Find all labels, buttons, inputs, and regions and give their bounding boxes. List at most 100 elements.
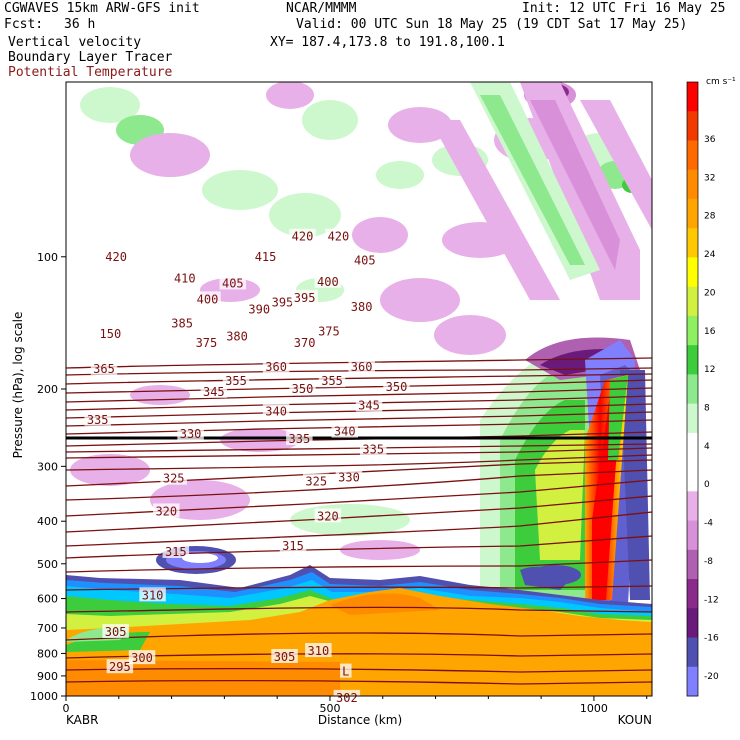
colorbar-label: 32 [704,173,715,183]
theta-label: 325 [160,470,187,486]
theta-label: 345 [355,397,383,412]
field-boundary-layer-tracer: Boundary Layer Tracer [8,50,173,65]
theta-label-bg [177,425,204,440]
theta-label-bg [305,643,332,658]
theta-label-text: 330 [338,470,360,484]
theta-label: 365 [90,360,118,376]
theta-label: 410 [171,270,199,285]
theta-label: 320 [153,503,180,518]
theta-label: 370 [291,334,318,350]
theta-label: 375 [315,323,343,339]
colorbar-swatch [687,491,698,522]
x-tick-label: 0 [63,702,70,715]
theta-label-bg [314,273,342,288]
x-axis-title: Distance (km) [318,713,402,727]
theta-label-bg [279,537,307,552]
theta-label: 300 [128,650,156,665]
forecast-hour-label: Fcst: [4,17,44,32]
colorbar-swatch [687,520,698,551]
colorbar-swatch [687,315,698,346]
theta-label: 385 [168,315,196,331]
theta-label: 302 [333,689,361,705]
theta-label-text: 410 [174,271,196,285]
theta-label-text: 375 [196,336,218,350]
y-tick-label: 1000 [30,690,58,703]
colorbar-swatch [687,374,698,405]
theta-label-bg [168,315,196,330]
theta-label-text: 345 [203,385,225,399]
theta-label: 375 [193,334,220,350]
theta-label-bg [351,252,379,267]
theta-label: 355 [318,373,346,388]
colorbar-label: -12 [704,595,719,605]
theta-label-bg [335,469,363,484]
theta-label-text: 305 [105,625,127,639]
theta-label-text: 305 [274,650,296,664]
theta-label-bg [289,381,316,395]
theta-label-text: 370 [294,336,316,350]
theta-label: 360 [348,358,375,374]
theta-label-text: 360 [351,360,373,374]
theta-label-text: 415 [255,250,277,264]
vertical-velocity-field [66,82,652,696]
theta-label: 310 [305,643,332,658]
colorbar-label: 16 [704,327,716,337]
theta-label-bg [200,383,228,398]
theta-label-bg [302,473,330,488]
theta-label-text: 405 [354,254,376,268]
theta-label-bg [102,624,129,639]
theta-label-bg [128,650,156,665]
colorbar-swatch [687,462,698,492]
theta-label: 315 [279,537,307,553]
y-tick-label: 500 [37,558,58,571]
x-start-station: KABR [66,713,98,727]
theta-label-text: 405 [222,276,244,290]
theta-label-bg [102,248,130,263]
theta-label-text: 150 [100,327,122,341]
theta-label-bg [318,373,346,388]
theta-label-bg [139,587,166,602]
theta-label-text: 335 [289,432,311,446]
theta-label-text: 350 [292,382,314,396]
theta-label-text: 375 [318,325,340,339]
colorbar-swatch [687,345,698,375]
colorbar-swatch [687,111,698,141]
model-title: CGWAVES 15km ARW-GFS init [4,1,200,16]
theta-label-text: 350 [386,380,408,394]
theta-label-bg [331,423,358,438]
colorbar-swatch [687,608,698,639]
theta-label-text: 320 [155,504,177,518]
theta-label-bg [106,659,134,674]
y-tick-label: 800 [37,647,58,660]
theta-label-bg [340,663,352,678]
theta-label: 325 [302,473,330,489]
theta-label-text: 390 [248,303,270,317]
theta-label: L [340,663,352,679]
colorbar-swatch [687,140,698,171]
colorbar-label: -16 [704,634,719,644]
theta-label-bg [291,334,318,349]
colorbar-swatch [687,637,698,668]
theta-label: 420 [102,248,130,264]
theta-label: 395 [269,294,296,309]
forecast-hour-value: 36 h [64,17,96,32]
colorbar-swatch [687,286,698,317]
colorbar-swatch [687,666,698,697]
theta-label: 150 [97,326,124,341]
theta-label-bg [194,291,221,306]
theta-label: 350 [289,381,316,396]
theta-label-bg [348,298,375,313]
theta-label-bg [333,689,361,704]
theta-label-text: 365 [93,362,115,376]
theta-label: 340 [331,423,358,439]
theta-label-text: 420 [328,230,350,244]
x-axis: 0 500 1000 [63,696,648,715]
theta-label: 320 [314,508,342,523]
theta-label: 350 [383,379,410,394]
colorbar-swatch [687,198,698,229]
colorbar-swatch [687,82,698,112]
theta-label-text: 360 [265,360,287,374]
y-tick-label: 900 [37,670,58,683]
theta-label-bg [262,403,290,418]
